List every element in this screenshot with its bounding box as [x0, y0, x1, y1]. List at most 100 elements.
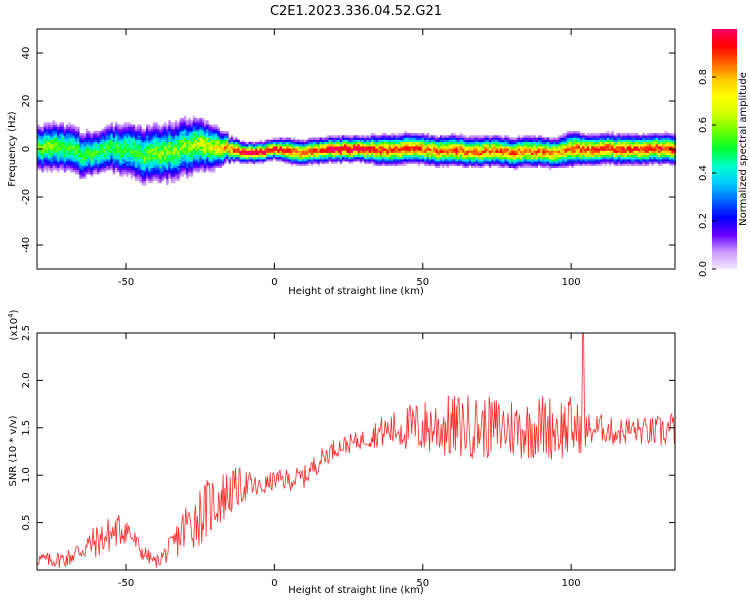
heatmap-cell [646, 156, 650, 160]
heatmap-cell [537, 143, 541, 147]
heatmap-cell [83, 148, 87, 151]
heatmap-cell [308, 146, 312, 149]
heatmap-cell [388, 135, 392, 138]
heatmap-cell [419, 146, 423, 149]
heatmap-cell [546, 159, 550, 162]
heatmap-cell [121, 161, 125, 164]
heatmap-cell [595, 146, 599, 149]
heatmap-cell [324, 143, 327, 147]
heatmap-cell [499, 143, 503, 147]
heatmap-cell [602, 141, 605, 145]
heatmap-cell [161, 174, 165, 177]
heatmap-cell [491, 143, 494, 147]
heatmap-cell [477, 152, 481, 156]
heatmap-cell [206, 152, 209, 156]
heatmap-cell [377, 137, 381, 140]
heatmap-cell [457, 148, 461, 151]
heatmap-cell [568, 137, 572, 140]
heatmap-cell [306, 146, 309, 149]
heatmap-cell [208, 165, 211, 169]
heatmap-cell [284, 156, 287, 160]
heatmap-cell [482, 152, 485, 156]
heatmap-cell [39, 165, 42, 169]
heatmap-cell [170, 128, 174, 132]
heatmap-cell [186, 128, 189, 132]
heatmap-cell [622, 143, 625, 147]
heatmap-cell [508, 154, 512, 158]
heatmap-cell [660, 152, 663, 156]
heatmap-cell [473, 152, 476, 156]
heatmap-cell [206, 154, 209, 158]
heatmap-cell [629, 159, 632, 162]
heatmap-cell [566, 131, 570, 134]
heatmap-cell [266, 156, 269, 160]
heatmap-cell [150, 172, 154, 175]
heatmap-cell [631, 156, 634, 160]
heatmap-cell [210, 143, 214, 147]
heatmap-cell [341, 152, 345, 156]
heatmap-cell [631, 152, 634, 156]
heatmap-cell [217, 139, 220, 143]
heatmap-cell [388, 156, 392, 160]
heatmap-cell [105, 131, 109, 134]
heatmap-cell [110, 128, 113, 132]
heatmap-cell [317, 150, 320, 153]
heatmap-cell [517, 141, 521, 145]
heatmap-cell [166, 141, 169, 145]
heatmap-cell [551, 148, 554, 151]
heatmap-cell [123, 169, 127, 173]
heatmap-cell [433, 152, 436, 156]
heatmap-cell [635, 152, 639, 156]
heatmap-cell [199, 150, 202, 153]
heatmap-cell [615, 139, 619, 143]
heatmap-cell [426, 154, 430, 158]
heatmap-cell [297, 152, 300, 156]
heatmap-cell [163, 141, 167, 145]
heatmap-cell [513, 150, 516, 153]
heatmap-cell [604, 163, 608, 166]
heatmap-cell [190, 137, 194, 140]
heatmap-cell [419, 161, 423, 164]
heatmap-cell [531, 146, 534, 149]
heatmap-cell [126, 163, 129, 166]
heatmap-cell [108, 154, 111, 158]
heatmap-cell [94, 172, 98, 175]
heatmap-cell [453, 150, 456, 153]
heatmap-cell [335, 156, 338, 160]
heatmap-cell [79, 146, 82, 149]
heatmap-cell [620, 148, 623, 151]
heatmap-cell [339, 143, 343, 147]
heatmap-cell [105, 167, 109, 171]
heatmap-cell [219, 156, 223, 160]
heatmap-cell [393, 143, 396, 147]
heatmap-cell [339, 141, 343, 145]
heatmap-cell [199, 139, 202, 143]
heatmap-cell [566, 161, 570, 164]
heatmap-cell [606, 148, 610, 151]
heatmap-cell [197, 126, 200, 130]
heatmap-cell [188, 120, 191, 123]
heatmap-cell [57, 131, 60, 134]
heatmap-cell [402, 143, 405, 147]
heatmap-cell [50, 131, 53, 134]
heatmap-cell [493, 152, 496, 156]
heatmap-cell [110, 156, 113, 160]
heatmap-cell [126, 146, 129, 149]
heatmap-cell [212, 135, 216, 138]
heatmap-cell [246, 143, 249, 147]
heatmap-cell [97, 131, 100, 134]
heatmap-cell [103, 146, 107, 149]
heatmap-cell [544, 156, 547, 160]
heatmap-cell [455, 154, 458, 158]
heatmap-cell [633, 159, 636, 162]
heatmap-cell [139, 150, 142, 153]
heatmap-cell [170, 126, 174, 130]
heatmap-cell [366, 139, 369, 143]
heatmap-cell [181, 154, 185, 158]
heatmap-cell [370, 156, 374, 160]
heatmap-cell [580, 139, 583, 143]
heatmap-cell [68, 148, 71, 151]
heatmap-cell [482, 143, 485, 147]
heatmap-cell [337, 156, 340, 160]
heatmap-cell [48, 135, 51, 138]
